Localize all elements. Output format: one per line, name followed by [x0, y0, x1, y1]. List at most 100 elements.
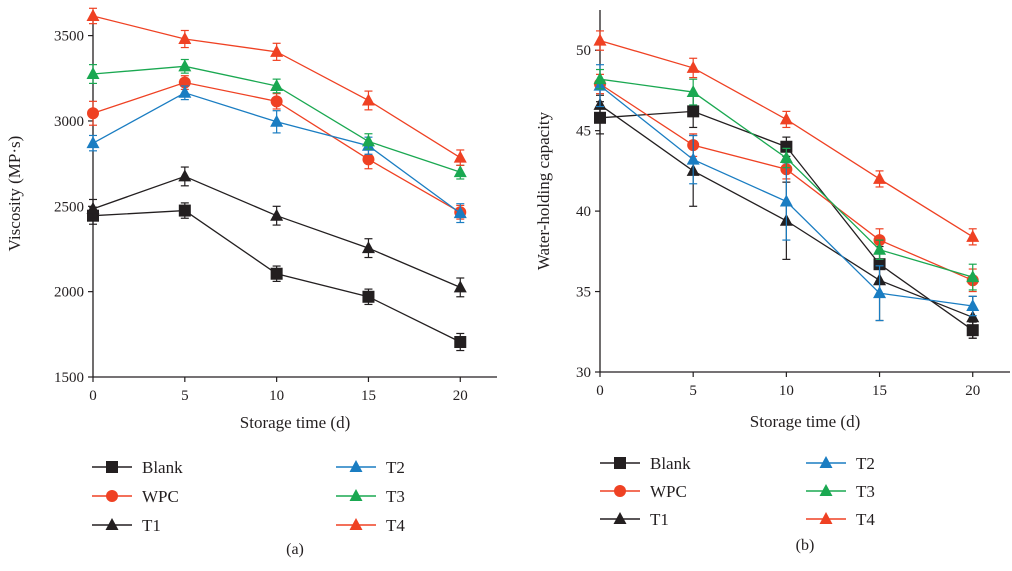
data-point: [270, 114, 284, 127]
data-point: [593, 33, 607, 46]
series-t3: [593, 68, 980, 291]
y-tick-label: 35: [576, 285, 591, 301]
legend-item-t2: T2: [806, 454, 875, 473]
data-point: [362, 290, 375, 303]
legend-label: T1: [142, 516, 161, 535]
data-point: [780, 140, 793, 153]
data-point: [779, 112, 793, 125]
legend-label: T1: [650, 510, 669, 529]
data-point: [361, 93, 375, 106]
legend-label: WPC: [650, 482, 687, 501]
y-tick-label: 30: [576, 365, 591, 381]
series-t4: [86, 7, 467, 166]
series-t1: [86, 166, 467, 298]
data-point: [966, 299, 980, 312]
legend: Blank WPC T1 T2 T3 T4: [600, 454, 875, 529]
data-point: [86, 8, 100, 21]
x-axis-title: Storage time (d): [240, 413, 350, 432]
chart-panel-1: 1500 2000 2500 3000 3500 0 5 10 15 20 Storage time…: [5, 7, 497, 558]
y-tick-label: 45: [576, 124, 591, 140]
panel-label: (b): [796, 537, 815, 554]
y-tick-label: 2000: [54, 285, 84, 301]
x-tick-label: 15: [361, 388, 376, 404]
data-point: [270, 267, 283, 280]
data-point: [361, 241, 375, 254]
data-point: [453, 165, 467, 178]
legend-item-t4: T4: [336, 516, 405, 535]
y-tick-label: 3000: [54, 114, 84, 130]
chart-panel-2: 30 35 40 45 50 0 5 10 15 20 Storage time (d) Water-…: [534, 10, 1010, 554]
series-t2: [593, 64, 980, 322]
data-point: [178, 169, 192, 182]
data-point: [87, 107, 99, 120]
data-point: [593, 72, 607, 85]
data-point: [178, 59, 192, 72]
x-tick-label: 20: [453, 388, 468, 404]
x-tick-label: 0: [596, 383, 604, 399]
data-point: [687, 105, 700, 118]
y-tick-label: 50: [576, 43, 591, 59]
series-t3: [86, 58, 467, 180]
legend-marker: [106, 461, 118, 473]
data-point: [178, 85, 192, 98]
legend-item-t3: T3: [806, 482, 875, 501]
data-point: [966, 270, 980, 283]
data-point: [178, 204, 191, 217]
legend-item-blank: Blank: [600, 454, 691, 473]
data-point: [686, 85, 700, 98]
data-point: [361, 134, 375, 147]
data-point: [686, 60, 700, 73]
legend: Blank WPC T1 T2 T3 T4: [92, 458, 405, 535]
x-tick-label: 10: [779, 383, 794, 399]
legend-label: T3: [386, 487, 405, 506]
legend-marker: [105, 518, 119, 530]
legend-marker: [349, 489, 363, 501]
data-point: [270, 95, 283, 108]
data-point: [86, 201, 100, 214]
legend-label: T3: [856, 482, 875, 501]
legend-label: Blank: [142, 458, 183, 477]
series-t2: [86, 85, 467, 224]
y-tick-label: 3500: [54, 29, 84, 45]
data-point: [779, 151, 793, 164]
legend-marker: [819, 456, 833, 468]
legend-item-wpc: WPC: [600, 482, 687, 501]
legend-item-wpc: WPC: [92, 487, 179, 506]
legend-marker: [819, 512, 833, 524]
x-tick-label: 5: [689, 383, 697, 399]
legend-marker: [819, 484, 833, 496]
data-point: [453, 150, 467, 163]
x-tick-label: 10: [269, 388, 284, 404]
legend-item-t1: T1: [92, 516, 161, 535]
data-point: [686, 152, 700, 165]
legend-label: T2: [856, 454, 875, 473]
series-t4: [593, 30, 980, 246]
legend-item-t3: T3: [336, 487, 405, 506]
data-point: [779, 194, 793, 207]
data-point: [270, 78, 284, 91]
legend-marker: [614, 457, 626, 469]
data-point: [178, 32, 192, 45]
data-point: [270, 44, 284, 57]
data-point: [873, 286, 887, 299]
legend-marker: [106, 490, 118, 502]
legend-marker: [614, 485, 626, 497]
legend-marker: [349, 460, 363, 472]
y-axis-title: Viscosity (MP·s): [5, 136, 24, 252]
x-tick-label: 20: [965, 383, 980, 399]
series-wpc: [87, 75, 467, 220]
legend-item-t4: T4: [806, 510, 875, 529]
legend-label: T2: [386, 458, 405, 477]
data-point: [453, 206, 467, 219]
legend-label: T4: [856, 510, 875, 529]
legend-item-t1: T1: [600, 510, 669, 529]
data-point: [966, 229, 980, 242]
legend-item-t2: T2: [336, 458, 405, 477]
data-point: [873, 171, 887, 184]
data-point: [362, 153, 375, 166]
legend-label: WPC: [142, 487, 179, 506]
x-tick-label: 0: [89, 388, 97, 404]
data-point: [453, 280, 467, 293]
legend-marker: [349, 518, 363, 530]
